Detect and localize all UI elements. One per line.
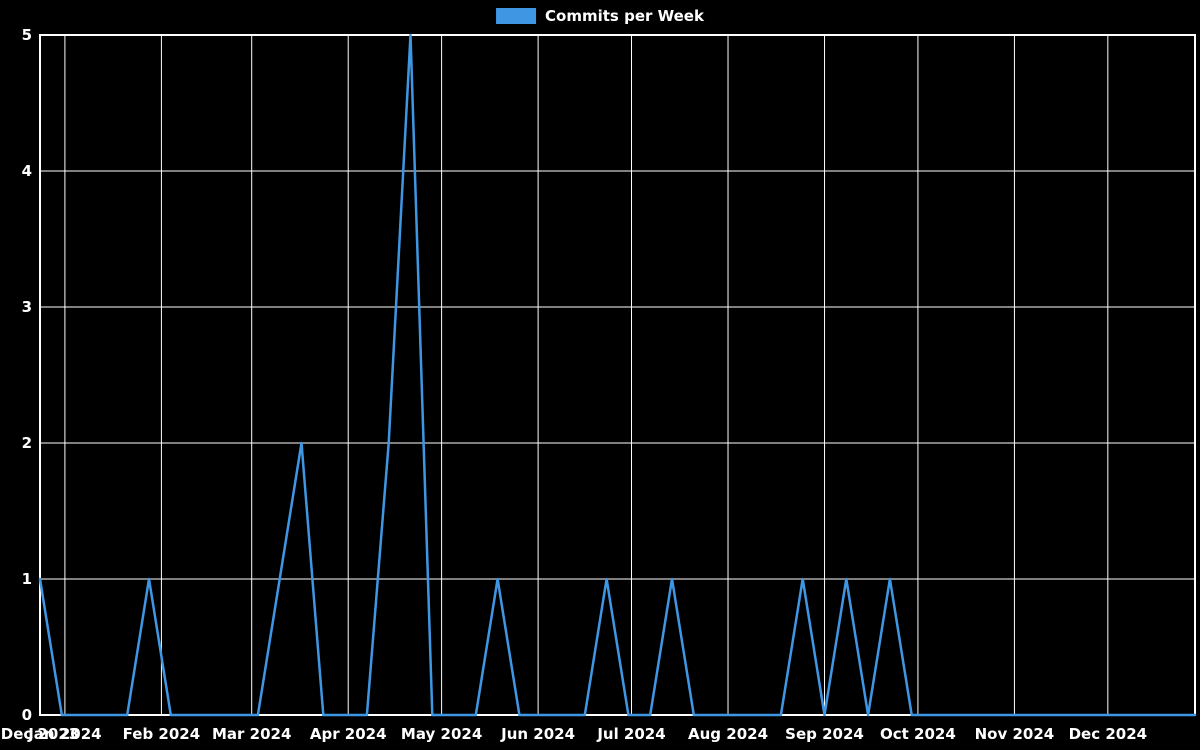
commits-line-series	[38, 33, 1197, 717]
y-tick-label: 4	[22, 162, 32, 180]
x-tick-label: May 2024	[401, 725, 482, 743]
y-tick-label: 3	[22, 298, 32, 316]
x-tick-label: Jun 2024	[500, 725, 575, 743]
x-tick-label: Aug 2024	[688, 725, 768, 743]
legend-swatch-icon	[496, 8, 537, 24]
x-tick-label: Jan 2024	[27, 725, 101, 743]
x-tick-label: Mar 2024	[212, 725, 291, 743]
x-tick-label: Feb 2024	[123, 725, 201, 743]
y-tick-label: 2	[22, 434, 32, 452]
y-tick-label: 5	[22, 26, 32, 44]
x-tick-label: Dec 2023	[1, 725, 80, 743]
x-tick-label: Oct 2024	[880, 725, 956, 743]
y-tick-label: 0	[22, 706, 32, 724]
plot-border	[39, 34, 1196, 716]
x-tick-label: Dec 2024	[1069, 725, 1148, 743]
legend-series-label: Commits per Week	[545, 7, 704, 25]
chart-legend: Commits per Week	[496, 7, 704, 25]
y-tick-label: 1	[22, 570, 32, 588]
x-tick-label: Apr 2024	[310, 725, 387, 743]
x-tick-label: Sep 2024	[785, 725, 864, 743]
x-tick-label: Nov 2024	[975, 725, 1055, 743]
x-tick-label: Jul 2024	[596, 725, 665, 743]
